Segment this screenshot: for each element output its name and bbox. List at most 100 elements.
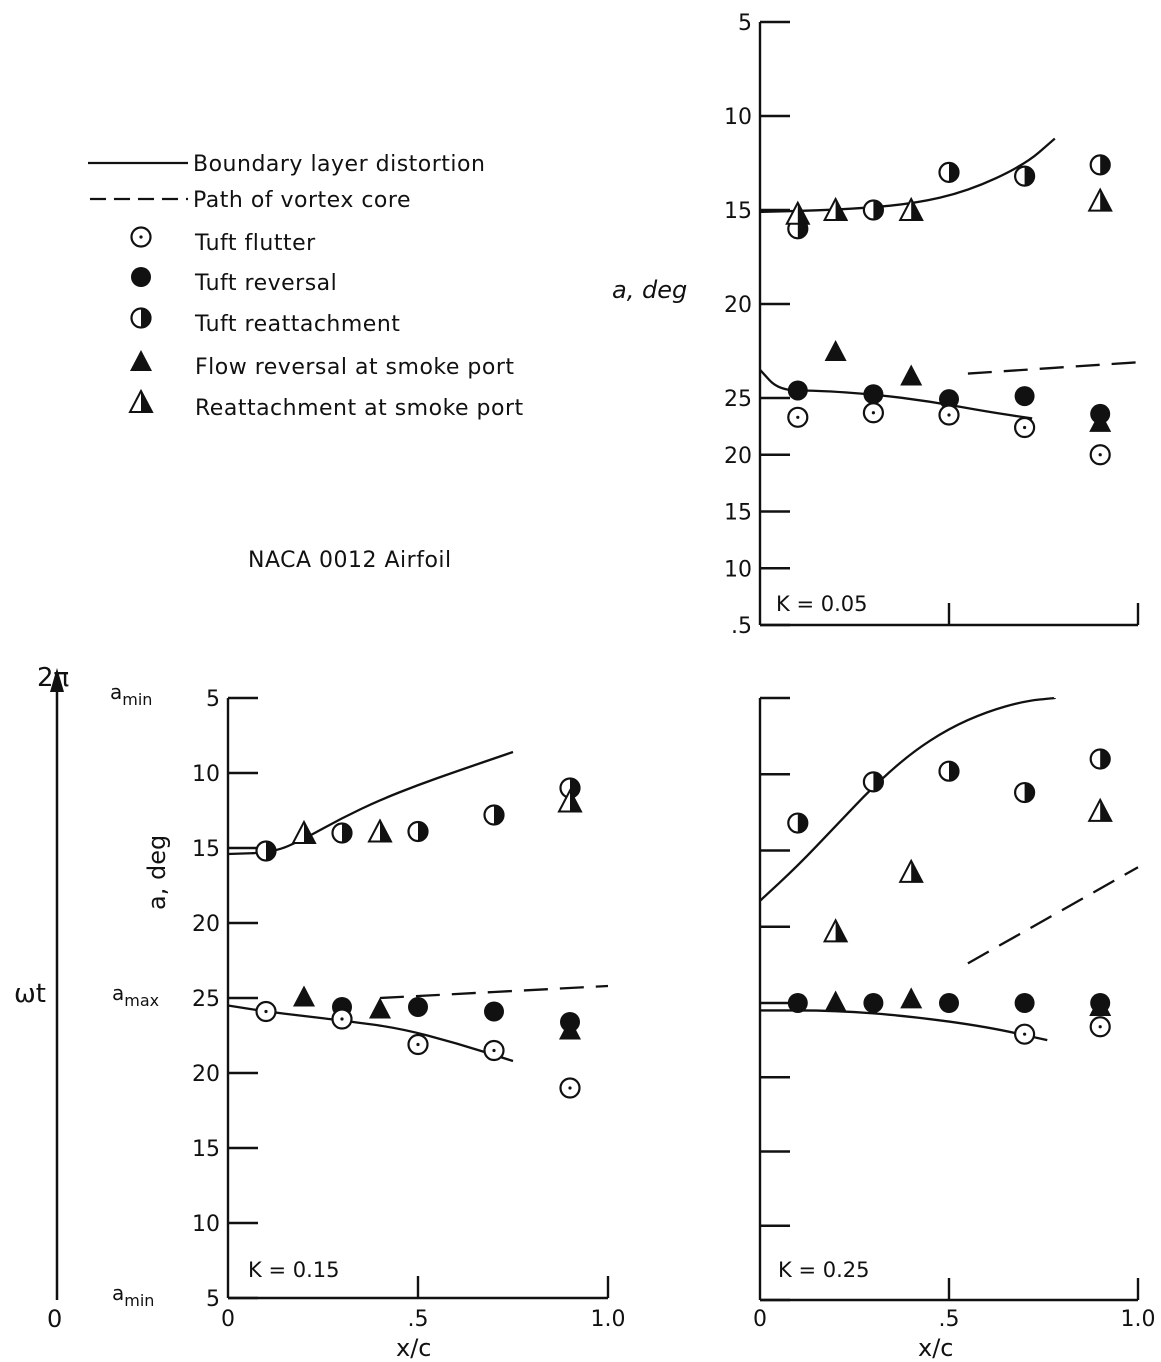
legend-item-open-circle: Tuft flutter [130, 226, 316, 256]
y-tick-label: 5 [738, 11, 752, 36]
figure-caption: NACA 0012 Airfoil [248, 548, 452, 573]
legend-item-half-triangle: Reattachment at smoke port [128, 388, 523, 421]
svg-text:amin: amin [112, 1281, 154, 1310]
marker-half-circle [331, 822, 353, 844]
marker-filled-circle [787, 993, 808, 1013]
marker-half-triangle [898, 196, 924, 221]
legend-label: Tuft reversal [194, 271, 337, 296]
legend-item-filled-triangle: Flow reversal at smoke port [130, 350, 515, 380]
marker-filled-circle [1090, 993, 1111, 1013]
legend-label: Boundary layer distortion [193, 152, 485, 177]
legend-symbol-open-circle [130, 226, 152, 248]
xlabel-k025: x/c [918, 1334, 953, 1362]
cycle-label-top: amin [110, 680, 152, 709]
marker-filled-circle [787, 380, 808, 401]
marker-half-circle [407, 820, 429, 843]
marker-filled-circle [1014, 386, 1035, 407]
legend-item-dashed-line: Path of vortex core [90, 188, 411, 213]
marker-open-circle [331, 1008, 353, 1030]
y-tick-label: 10 [724, 557, 752, 582]
marker-filled-circle [408, 997, 428, 1017]
chart-panel-k005: a, deg K = 0.05 5 10 15 20 25 20 15 10 .5 [612, 11, 1140, 639]
marker-filled-circle [560, 1012, 580, 1032]
marker-open-circle [407, 1033, 429, 1056]
x-tick-label: 0 [753, 1307, 767, 1332]
vortex-core-path [379, 984, 609, 1000]
marker-half-circle [787, 812, 809, 834]
y-tick-label: 15 [724, 199, 752, 224]
legend-label: Tuft reattachment [194, 312, 400, 337]
marker-open-circle [1089, 1016, 1111, 1038]
omega-top-label: 2π [37, 663, 69, 693]
marker-half-triangle [557, 788, 583, 813]
x-tick-label: .5 [408, 1307, 429, 1332]
y-tick-label: 10 [192, 762, 220, 787]
marker-half-triangle [367, 818, 393, 843]
y-tick-label: 5 [206, 687, 220, 712]
cycle-label-mid: amax [112, 981, 159, 1010]
omega-bottom-label: 0 [47, 1305, 62, 1333]
legend-symbol-half-triangle [128, 388, 154, 413]
y-tick-label: 20 [724, 293, 752, 318]
marker-half-triangle [1087, 797, 1113, 822]
legend-symbol-half-circle [130, 307, 152, 329]
marker-open-circle [787, 406, 809, 428]
marker-half-triangle [822, 918, 849, 943]
y-tick-label: 20 [192, 1062, 220, 1087]
vortex-core-path [967, 866, 1139, 965]
marker-filled-triangle [824, 990, 847, 1012]
marker-half-circle [1089, 748, 1111, 770]
x-tick-label: 1.0 [591, 1307, 626, 1332]
cycle-label-bottom: amin [112, 1281, 154, 1310]
y-tick-label: 25 [724, 387, 752, 412]
legend-label: Path of vortex core [193, 188, 411, 213]
marker-open-circle [1013, 416, 1036, 439]
vortex-core-path [967, 361, 1139, 375]
chart-panel-k015: a, deg K = 0.15 x/c amin amax amin 0 .5 1.… [110, 680, 626, 1362]
marker-open-circle [559, 1077, 581, 1099]
marker-half-triangle [1087, 187, 1113, 212]
xlabel-k015: x/c [396, 1334, 431, 1362]
legend-label: Tuft flutter [194, 231, 316, 256]
boundary-layer-curve [759, 137, 1056, 214]
marker-filled-circle [863, 384, 884, 405]
y-tick-label: 15 [192, 837, 220, 862]
x-tick-label: 1.0 [1121, 1307, 1156, 1332]
legend-symbol-filled-circle [131, 267, 151, 287]
marker-open-circle [862, 402, 885, 424]
marker-filled-circle [1014, 993, 1035, 1013]
ylabel-k015: a, deg [143, 835, 171, 910]
k-label-k015: K = 0.15 [248, 1258, 339, 1282]
omega-axis-label: ωt [14, 979, 46, 1009]
chart-panel-k025: K = 0.25 x/c 0 .5 1.0 [753, 696, 1156, 1362]
marker-half-circle [862, 771, 885, 793]
x-tick-label: .5 [939, 1307, 960, 1332]
marker-filled-triangle [824, 340, 847, 361]
legend: Boundary layer distortion Path of vortex … [88, 152, 523, 421]
legend-item-filled-circle: Tuft reversal [131, 267, 337, 296]
y-tick-label: 20 [724, 444, 752, 469]
marker-open-circle [938, 404, 960, 426]
x-tick-label: 0 [221, 1307, 235, 1332]
marker-filled-triangle [369, 997, 391, 1019]
k-label-k025: K = 0.25 [778, 1258, 869, 1282]
boundary-layer-curve [759, 696, 1055, 902]
svg-text:amin: amin [110, 680, 152, 709]
legend-label: Flow reversal at smoke port [195, 355, 515, 380]
y-tick-label: 5 [206, 1287, 220, 1312]
marker-open-circle [1013, 1023, 1036, 1045]
marker-half-triangle [785, 200, 811, 225]
legend-item-half-circle: Tuft reattachment [130, 307, 400, 337]
marker-filled-circle [863, 993, 884, 1013]
y-tick-label: 10 [724, 105, 752, 130]
marker-half-circle [938, 760, 960, 782]
marker-half-circle [1013, 781, 1036, 804]
marker-half-circle [483, 804, 505, 826]
k-label-k005: K = 0.05 [776, 592, 867, 616]
legend-symbol-filled-triangle [130, 350, 152, 371]
y-tick-label: .5 [731, 614, 752, 639]
marker-half-circle [938, 161, 960, 183]
boundary-layer-curve [760, 1009, 1049, 1042]
marker-half-triangle [898, 858, 924, 883]
